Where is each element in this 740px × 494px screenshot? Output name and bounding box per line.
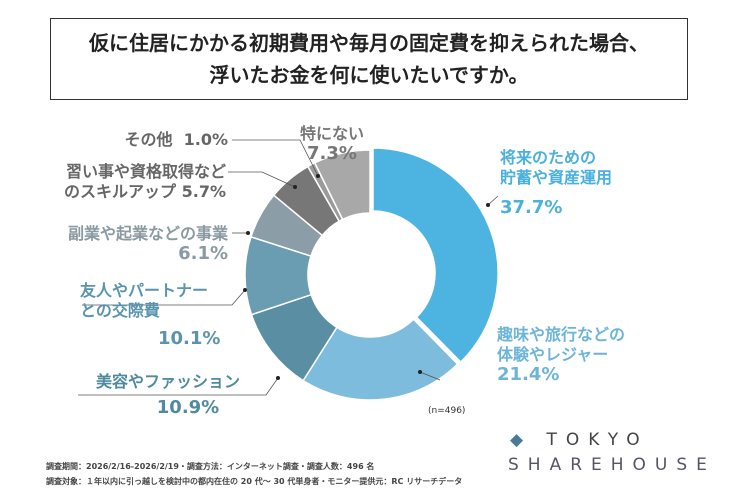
label-hobby: 趣味や旅行などの 体験やレジャー 21.4% [497,325,626,385]
logo-icon: ◆ [510,430,533,450]
label-savings: 将来のための 貯蓄や資産運用 37.7% [500,148,613,218]
sample-size: (n=496) [428,406,466,416]
label-other: その他 1.0% [124,130,228,149]
leader-lines [78,139,499,396]
title-line2: 浮いたお金を何に使いたいですか。 [209,63,529,87]
logo-line2: SHAREHOUSE [508,455,716,475]
label-business: 副業や起業などの事業 6.1% [67,224,228,264]
donut-slice-1 [372,147,499,364]
chart-title: 仮に住居にかかる初期費用や毎月の固定費を抑えられた場合、 浮いたお金を何に使いた… [50,18,688,100]
footer-line2: 調査対象：１年以内に引っ越しを検討中の都内在住の 20 代～ 30 代単身者・モ… [46,477,463,486]
label-beauty: 美容やファッション 10.9% [95,372,240,418]
donut-slice-2 [302,318,459,401]
label-skillup: 習い事や資格取得など のスキルアップ 5.7% [64,162,226,201]
logo-line1: ◆ TOKYO [510,430,649,450]
label-none: 特にない 7.3% [299,124,364,164]
title-line1: 仮に住居にかかる初期費用や毎月の固定費を抑えられた場合、 [89,31,649,55]
label-social: 友人やパートナー との交際費 10.1% [80,281,221,349]
leader-dots [243,174,490,380]
footer-line1: 調査期間：2026/2/16-2026/2/19・調査方法：インターネット調査・… [46,462,375,471]
donut-slice-8 [313,149,371,221]
